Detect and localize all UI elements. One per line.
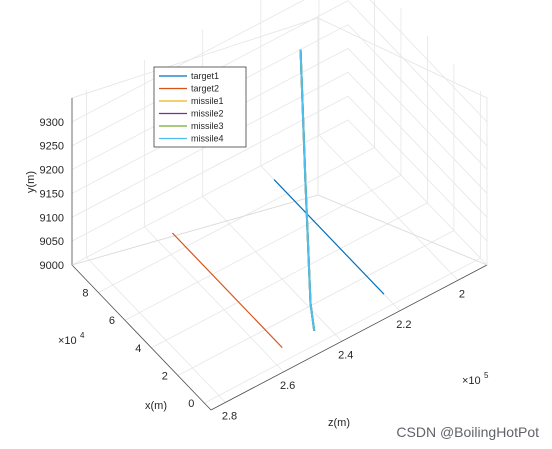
legend: target1 target2 missile1 missile2 missile3 mi… — [153, 66, 247, 148]
series-line-missile4 — [299, 49, 316, 331]
legend-box — [153, 66, 247, 148]
svg-text:×10: ×10 — [58, 335, 77, 347]
z-axis-line — [210, 264, 488, 411]
z-tick-label: 2.4 — [338, 349, 353, 361]
svg-text:5: 5 — [484, 371, 489, 380]
z-gridline — [318, 0, 459, 281]
y-tick-label: 9200 — [40, 165, 64, 177]
svg-text:×10: ×10 — [462, 375, 481, 387]
x-tick-label: 4 — [135, 343, 141, 355]
z-tick-label: 2.2 — [396, 319, 411, 331]
z-axis-multiplier: ×10 5 — [462, 371, 489, 387]
y-tick-labels: 9000 9050 9100 9150 9200 9250 9300 — [40, 117, 64, 272]
watermark: CSDN @BoilingHotPot — [396, 424, 539, 440]
x-axis-label: x(m) — [145, 400, 167, 412]
x-gridline — [151, 35, 428, 349]
legend-label-missile3: missile3 — [191, 121, 224, 131]
series-line-target2 — [171, 232, 283, 349]
x-tick-label: 6 — [109, 315, 115, 327]
x-axis-line — [71, 264, 212, 411]
y-axis-label: y(m) — [25, 171, 37, 193]
y-tick-label: 9250 — [40, 141, 64, 153]
x-gridline — [177, 63, 455, 376]
z-tick-label: 2.8 — [222, 410, 237, 422]
x-tick-label: 2 — [162, 370, 168, 382]
x-gridline — [98, 0, 375, 293]
back-wall-right — [317, 17, 488, 266]
x-gridline — [124, 8, 402, 321]
z-gridline — [86, 90, 226, 403]
x-tick-label: 0 — [188, 398, 194, 410]
y-tick-label: 9000 — [40, 260, 64, 272]
y-tick-label: 9150 — [40, 188, 64, 200]
y-tick-label: 9100 — [40, 212, 64, 224]
y-tick-label: 9050 — [40, 236, 64, 248]
legend-label-missile1: missile1 — [191, 96, 224, 106]
svg-text:4: 4 — [80, 331, 85, 340]
y-gridline — [71, 71, 488, 218]
z-tick-label: 2.6 — [280, 380, 295, 392]
x-tick-label: 8 — [82, 288, 88, 300]
legend-label-missile2: missile2 — [191, 109, 224, 119]
z-gridline — [144, 59, 284, 373]
grid-lines — [71, 0, 488, 404]
y-gridline — [71, 95, 488, 242]
y-tick-label: 9300 — [40, 117, 64, 129]
series-layer — [171, 49, 385, 349]
z-axis-label: z(m) — [328, 417, 350, 429]
z-tick-label: 2 — [459, 288, 465, 300]
z-tick-labels: 2 2.2 2.4 2.6 2.8 — [222, 288, 465, 422]
x-gridline — [204, 91, 481, 404]
legend-label-target1: target1 — [191, 71, 219, 81]
series-line-target1 — [273, 179, 385, 295]
axes-frame — [71, 98, 488, 411]
x-tick-labels: 0 2 4 6 8 — [82, 288, 194, 410]
y-gridline — [71, 119, 488, 266]
legend-label-missile4: missile4 — [191, 134, 224, 144]
floor-back-edges — [71, 194, 488, 266]
x-axis-multiplier: ×10 4 — [58, 331, 85, 347]
legend-label-target2: target2 — [191, 84, 219, 94]
